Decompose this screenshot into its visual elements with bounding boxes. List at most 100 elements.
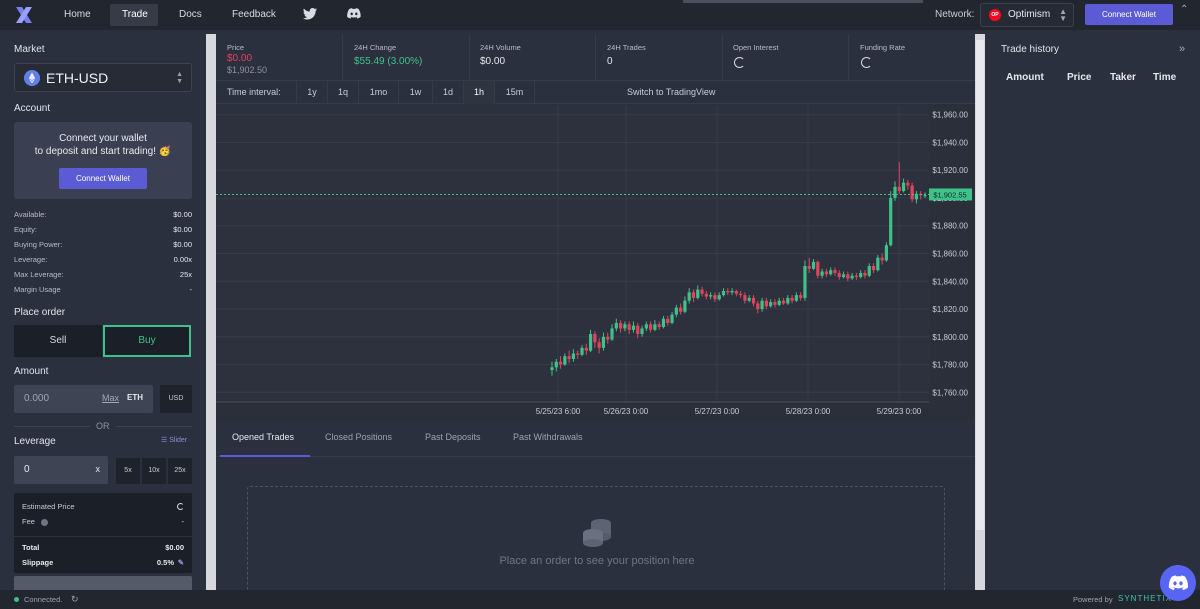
total-row: Total $0.00 [22, 543, 184, 552]
stat-price: Price $0.00 $1,902.50 [216, 34, 343, 81]
fee-label: Fee [22, 517, 35, 526]
tab-opened-trades[interactable]: Opened Trades [232, 432, 295, 442]
candle-body [773, 302, 777, 305]
candle-body [794, 295, 798, 301]
twitter-icon[interactable] [303, 8, 317, 20]
account-heading: Account [14, 103, 51, 114]
price-chart[interactable]: $1,960.00$1,940.00$1,920.00$1,900.00$1,8… [216, 105, 975, 420]
sell-button[interactable]: Sell [14, 325, 102, 357]
candle-body [666, 318, 670, 323]
stat-equity: Equity: $0.00 [14, 225, 192, 237]
nav-feedback[interactable]: Feedback [232, 9, 276, 20]
column-time: Time [1153, 72, 1177, 83]
connect-wallet-button[interactable]: Connect Wallet [1085, 4, 1173, 25]
active-tab-indicator [220, 455, 310, 457]
stat-value: $0.00 [173, 240, 192, 249]
leverage-preset-5x[interactable]: 5x [116, 458, 140, 484]
candle-body [550, 367, 554, 371]
candlestick-chart[interactable]: $1,960.00$1,940.00$1,920.00$1,900.00$1,8… [216, 105, 975, 420]
info-icon[interactable] [41, 518, 49, 526]
slider-toggle[interactable]: ☰ Slider [161, 436, 187, 444]
candle-body [854, 275, 859, 278]
coins-icon [583, 519, 611, 547]
center-scrollbar[interactable] [975, 34, 985, 590]
candle-body [571, 353, 576, 359]
scrollbar-thumb[interactable] [976, 40, 984, 530]
candle-body [760, 300, 764, 310]
time-interval-bar: Time interval: 1y 1q 1mo 1w 1d 1h 15m Sw… [216, 81, 975, 104]
candle-body [901, 182, 906, 192]
usd-unit-toggle[interactable]: USD [160, 385, 192, 413]
interval-1y[interactable]: 1y [296, 81, 327, 104]
leverage-value: 0 [24, 464, 30, 475]
collapse-right-icon[interactable]: » [1179, 43, 1186, 55]
interval-1h[interactable]: 1h [463, 81, 494, 104]
synthetix-logo[interactable]: SYNTHETIX [1118, 594, 1172, 603]
eth-unit-toggle[interactable]: ETH [127, 393, 143, 402]
candle-body [837, 272, 841, 278]
powered-by-label: Powered by [1073, 595, 1113, 604]
nav-trade[interactable]: Trade [110, 4, 158, 26]
candle-body [687, 292, 691, 301]
candle-body [743, 295, 747, 301]
market-select[interactable]: ETH-USD ▲ ▼ [14, 63, 192, 92]
candle-body [893, 186, 897, 198]
nav-home[interactable]: Home [64, 9, 91, 20]
account-card: Connect your wallet to deposit and start… [14, 122, 192, 199]
y-tick-label: $1,840.00 [932, 277, 968, 286]
candle-body [606, 336, 610, 340]
candle-body [721, 290, 726, 296]
stat-label: Available: [14, 210, 47, 219]
stat-label: Equity: [14, 225, 37, 234]
y-tick-label: $1,800.00 [932, 333, 968, 342]
amount-input[interactable]: 0.000 Max ETH [14, 385, 153, 413]
chevron-updown-icon: ▲ ▼ [1059, 7, 1067, 23]
candle-body [567, 356, 571, 359]
interval-1mo[interactable]: 1mo [358, 81, 398, 104]
interval-1q[interactable]: 1q [327, 81, 358, 104]
interval-1d[interactable]: 1d [432, 81, 463, 104]
interval-1w[interactable]: 1w [398, 81, 432, 104]
leverage-heading: Leverage [14, 436, 56, 447]
candle-body [696, 289, 700, 298]
refresh-icon[interactable]: ↻ [71, 594, 79, 604]
tab-closed-positions[interactable]: Closed Positions [325, 432, 393, 442]
top-nav: Home Trade Docs Feedback Network: OP Opt… [0, 0, 1200, 30]
loading-spinner-icon [861, 57, 872, 68]
left-scrollbar[interactable] [206, 34, 216, 590]
slider-icon: ☰ [161, 437, 170, 444]
discord-icon[interactable] [1160, 565, 1196, 601]
leverage-preset-10x[interactable]: 10x [142, 458, 166, 484]
current-price-label: $1,902.55 [933, 190, 966, 199]
stat-label: Open Interest [733, 43, 779, 52]
candle-body [734, 290, 738, 294]
candle-body [558, 361, 563, 365]
stat-value: 25x [179, 270, 192, 279]
max-button[interactable]: Max [102, 393, 120, 403]
leverage-input[interactable]: 0 x [14, 456, 108, 484]
logo-icon[interactable] [14, 5, 34, 25]
total-value: $0.00 [165, 543, 184, 552]
connect-wallet-button[interactable]: Connect Wallet [59, 168, 147, 189]
candle-body [713, 295, 717, 300]
chevron-updown-icon: ▲ ▼ [176, 71, 183, 85]
candle-body [610, 328, 614, 340]
tab-past-withdrawals[interactable]: Past Withdrawals [513, 432, 583, 442]
interval-15m[interactable]: 15m [494, 81, 535, 104]
stat-available: Available: $0.00 [14, 210, 192, 222]
collapse-up-icon[interactable]: ⌃ [1180, 4, 1189, 15]
leverage-preset-25x[interactable]: 25x [168, 458, 192, 484]
network-select[interactable]: OP Optimism ▲ ▼ [980, 3, 1074, 27]
candle-body [807, 265, 811, 269]
discord-icon[interactable] [347, 8, 361, 20]
y-tick-label: $1,960.00 [932, 111, 968, 120]
stat-24h-volume: 24H Volume $0.00 [469, 34, 596, 81]
nav-docs[interactable]: Docs [179, 9, 202, 20]
candle-body [627, 324, 631, 330]
buy-button[interactable]: Buy [103, 325, 191, 357]
footer: Connected. ↻ Powered by SYNTHETIX [0, 590, 1200, 609]
edit-pencil-icon[interactable]: ✎ [177, 558, 184, 567]
switch-tradingview-link[interactable]: Switch to TradingView [627, 87, 716, 97]
tab-past-deposits[interactable]: Past Deposits [425, 432, 481, 442]
candle-body [816, 261, 820, 276]
